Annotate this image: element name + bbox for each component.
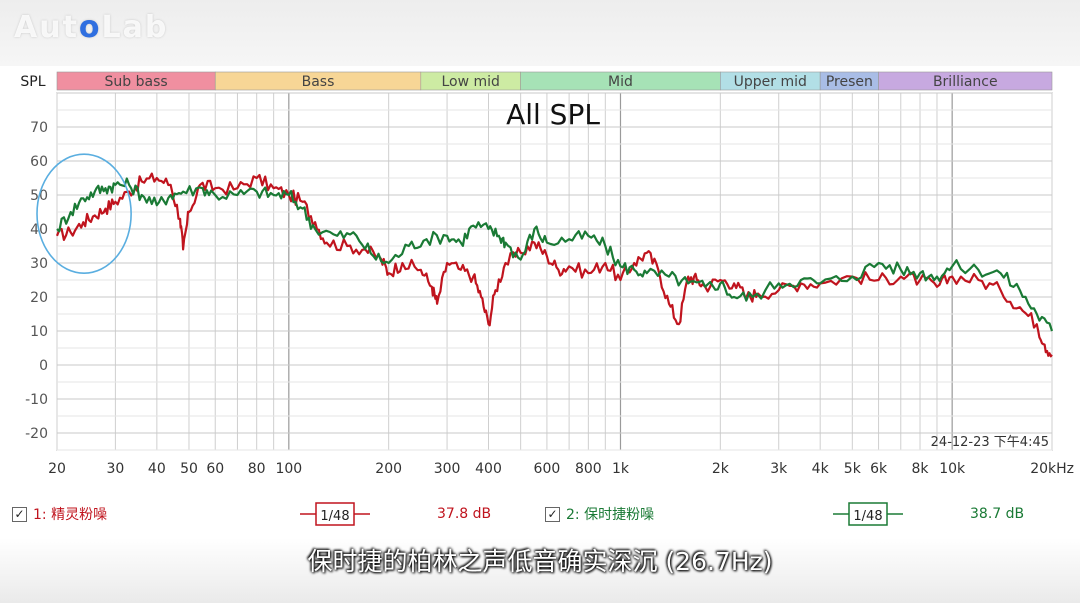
video-subtitle: 保时捷的柏林之声低音确实深沉 (26.7Hz) xyxy=(307,547,773,576)
x-tick-label: 20kHz xyxy=(1030,461,1074,477)
x-tick-label: 30 xyxy=(106,461,124,477)
timestamp: 24-12-23 下午4:45 xyxy=(931,435,1049,450)
x-tick-label: 5k xyxy=(844,461,862,477)
spl-chart: Sub bass Bass Low mid Mid Upper mid Presen Bri… xyxy=(20,71,1074,477)
x-tick-label: 100 xyxy=(275,461,302,477)
band-label-1: Bass xyxy=(302,74,335,90)
band-label-0: Sub bass xyxy=(105,74,168,90)
x-tick-label: 800 xyxy=(575,461,602,477)
series-2-smoothing-icon: 1/48 xyxy=(833,502,903,526)
legend-item-1[interactable]: ✓ 1: 精灵粉噪 xyxy=(12,504,107,524)
autolab-logo: AutoLab xyxy=(14,10,169,45)
x-tick-label: 200 xyxy=(375,461,402,477)
x-tick-label: 600 xyxy=(534,461,561,477)
y-tick-label: -10 xyxy=(25,392,48,408)
series-2-level: 38.7 dB xyxy=(970,506,1025,522)
top-banner: AutoLab xyxy=(0,0,1080,66)
x-tick-label: 300 xyxy=(434,461,461,477)
series-2-line xyxy=(56,177,1054,332)
y-tick-label: 70 xyxy=(30,120,48,136)
series-1-level: 37.8 dB xyxy=(437,506,492,522)
band-label-5: Presen xyxy=(826,74,873,90)
series-1-smoothing-icon: 1/48 xyxy=(300,502,370,526)
y-tick-label: 60 xyxy=(30,154,48,170)
x-tick-label: 40 xyxy=(148,461,166,477)
y-tick-label: 20 xyxy=(30,290,48,306)
x-tick-label: 50 xyxy=(180,461,198,477)
series-1-name: 1: 精灵粉噪 xyxy=(33,507,108,523)
y-axis-label: SPL xyxy=(20,74,45,90)
chart-legend: ✓ 1: 精灵粉噪 1/48 37.8 dB ✓ 2: 保时捷粉噪 1/48 3… xyxy=(0,502,1080,528)
band-6 xyxy=(878,71,1053,91)
y-tick-label: 10 xyxy=(30,324,48,340)
x-tick-label: 6k xyxy=(870,461,888,477)
x-tick-label: 10k xyxy=(939,461,966,477)
x-tick-label: 400 xyxy=(475,461,502,477)
x-tick-label: 60 xyxy=(206,461,224,477)
x-tick-label: 3k xyxy=(770,461,788,477)
series-2-name: 2: 保时捷粉噪 xyxy=(566,507,655,523)
band-label-3: Mid xyxy=(608,74,633,90)
chart-title: All SPL xyxy=(506,98,600,131)
svg-text:1/48: 1/48 xyxy=(320,509,349,524)
x-tick-label: 20 xyxy=(48,461,66,477)
band-label-2: Low mid xyxy=(442,74,500,90)
x-tick-label: 1k xyxy=(612,461,630,477)
bass-highlight-circle xyxy=(36,153,132,274)
x-tick-label: 2k xyxy=(712,461,730,477)
y-tick-label: -20 xyxy=(25,426,48,442)
x-tick-label: 80 xyxy=(248,461,266,477)
x-tick-label: 8k xyxy=(912,461,930,477)
series-2-checkbox[interactable]: ✓ xyxy=(545,506,560,522)
series-1-checkbox[interactable]: ✓ xyxy=(12,506,27,522)
series-1-line xyxy=(55,172,1053,358)
caption-background xyxy=(0,538,1080,603)
band-label-6: Brilliance xyxy=(933,74,998,90)
svg-text:1/48: 1/48 xyxy=(853,509,882,524)
band-label-4: Upper mid xyxy=(734,74,807,90)
y-tick-label: 0 xyxy=(39,358,48,374)
x-tick-label: 4k xyxy=(812,461,830,477)
legend-item-2[interactable]: ✓ 2: 保时捷粉噪 xyxy=(545,504,654,524)
y-tick-label: 30 xyxy=(30,256,48,272)
